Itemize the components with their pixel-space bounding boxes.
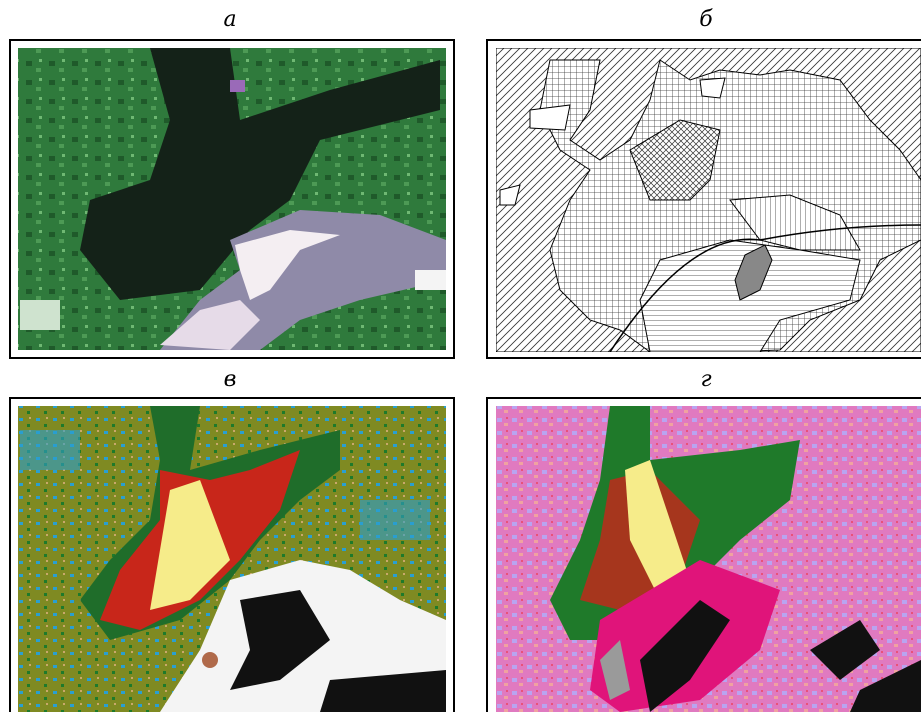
classified-image (487, 398, 921, 712)
classified-image (10, 398, 454, 712)
panel-label: а (223, 7, 236, 32)
panel-label: б (699, 7, 713, 32)
panel-label: г (700, 367, 711, 392)
figure: а б в г (0, 0, 921, 712)
satellite-image (10, 40, 454, 358)
thematic-map (487, 40, 921, 358)
panel-label: в (224, 367, 237, 392)
